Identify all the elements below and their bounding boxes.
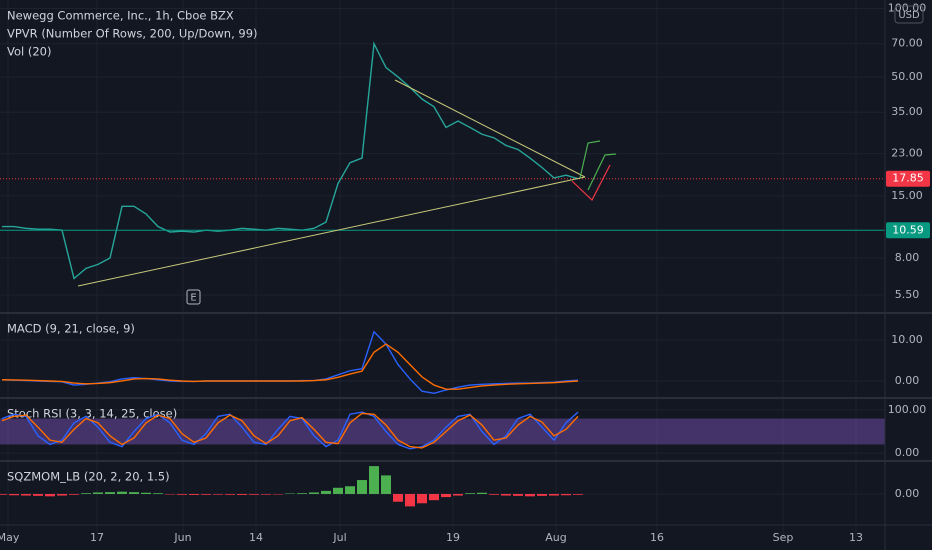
arrow	[571, 164, 611, 201]
bar	[513, 493, 523, 496]
bar	[117, 491, 127, 494]
bar	[477, 492, 487, 494]
bar	[213, 493, 223, 495]
bar	[297, 493, 307, 494]
bar	[309, 492, 319, 494]
bar	[357, 480, 367, 494]
symbol-title: Newegg Commerce, Inc., 1h, Cboe BZX	[7, 9, 234, 23]
line	[1, 411, 579, 450]
bar	[261, 493, 271, 495]
x-tick-label: 16	[650, 531, 664, 544]
arrow	[587, 153, 617, 191]
bar	[453, 493, 463, 496]
bar	[141, 492, 151, 494]
bar	[525, 493, 535, 497]
x-tick-label: 19	[446, 531, 460, 544]
bar	[93, 492, 103, 494]
bar	[129, 492, 139, 494]
trendline	[394, 79, 586, 178]
pane-title: Stoch RSI (3, 3, 14, 25, close)	[7, 407, 177, 421]
bar	[573, 493, 583, 495]
y-tick-label: 100.00	[888, 2, 927, 15]
x-tick-label: 17	[90, 531, 104, 544]
event-box[interactable]	[186, 289, 201, 305]
y-tick-label: 100.00	[888, 403, 927, 416]
x-tick-label: Jul	[332, 531, 346, 544]
bar	[549, 493, 559, 496]
price-tag-label: 10.59	[892, 223, 924, 236]
bar	[333, 487, 343, 494]
bar	[81, 493, 91, 494]
x-tick-label: Jun	[173, 531, 191, 544]
y-tick-label: 5.50	[895, 288, 920, 301]
y-tick-label: 70.00	[891, 37, 923, 50]
line	[1, 412, 579, 449]
y-tick-label: 35.00	[891, 105, 923, 118]
bar	[429, 493, 439, 501]
bar	[45, 493, 55, 497]
y-tick-label: 8.00	[895, 251, 920, 264]
bar	[369, 466, 379, 494]
bar	[189, 493, 199, 495]
line	[2, 41, 579, 280]
bar	[105, 492, 115, 494]
x-tick-label: 14	[249, 531, 263, 544]
bar	[21, 493, 31, 496]
bar	[225, 493, 235, 495]
y-tick-label: 0.00	[895, 487, 920, 500]
bar	[537, 493, 547, 496]
price-tag	[886, 222, 930, 239]
bar	[561, 493, 571, 496]
y-tick-label: 50.00	[891, 70, 923, 83]
bar	[465, 493, 475, 494]
bar	[417, 493, 427, 504]
bar	[69, 493, 79, 495]
bar	[393, 493, 403, 502]
x-tick-label: 13	[849, 531, 863, 544]
y-tick-label: 0.00	[895, 446, 920, 459]
pane-title: MACD (9, 21, close, 9)	[7, 322, 135, 336]
currency-box[interactable]	[894, 5, 924, 24]
bar	[381, 475, 391, 494]
bar	[405, 493, 415, 507]
bar	[0, 493, 7, 495]
bar	[153, 493, 163, 494]
currency[interactable]: USD	[898, 10, 920, 21]
bar	[57, 493, 67, 496]
bar	[9, 493, 19, 496]
y-tick-label: 23.00	[891, 147, 923, 160]
bar	[321, 490, 331, 494]
x-tick-label: May	[0, 531, 20, 544]
indicator-legend: VPVR (Number Of Rows, 200, Up/Down, 99)	[7, 27, 258, 41]
bar	[501, 493, 511, 496]
price-tag-label: 17.85	[892, 172, 924, 185]
bar	[489, 493, 499, 495]
x-tick-label: Aug	[545, 531, 566, 544]
y-tick-label: 15.00	[891, 189, 923, 202]
price-tag	[886, 170, 930, 187]
pane-title: SQZMOM_LB (20, 2, 20, 1.5)	[7, 470, 170, 484]
bar	[201, 493, 211, 495]
event-label[interactable]: E	[190, 293, 196, 304]
bar	[177, 493, 187, 495]
trendline	[77, 176, 586, 287]
bar	[441, 493, 451, 498]
arrow	[579, 140, 601, 179]
line	[1, 343, 579, 390]
y-tick-label: 0.00	[895, 374, 920, 387]
bar	[249, 493, 259, 495]
x-tick-label: Sep	[773, 531, 794, 544]
indicator-legend: Vol (20)	[7, 45, 51, 59]
bar	[237, 493, 247, 495]
bar	[345, 486, 355, 494]
bar	[33, 493, 43, 496]
y-tick-label: 10.00	[891, 333, 923, 346]
